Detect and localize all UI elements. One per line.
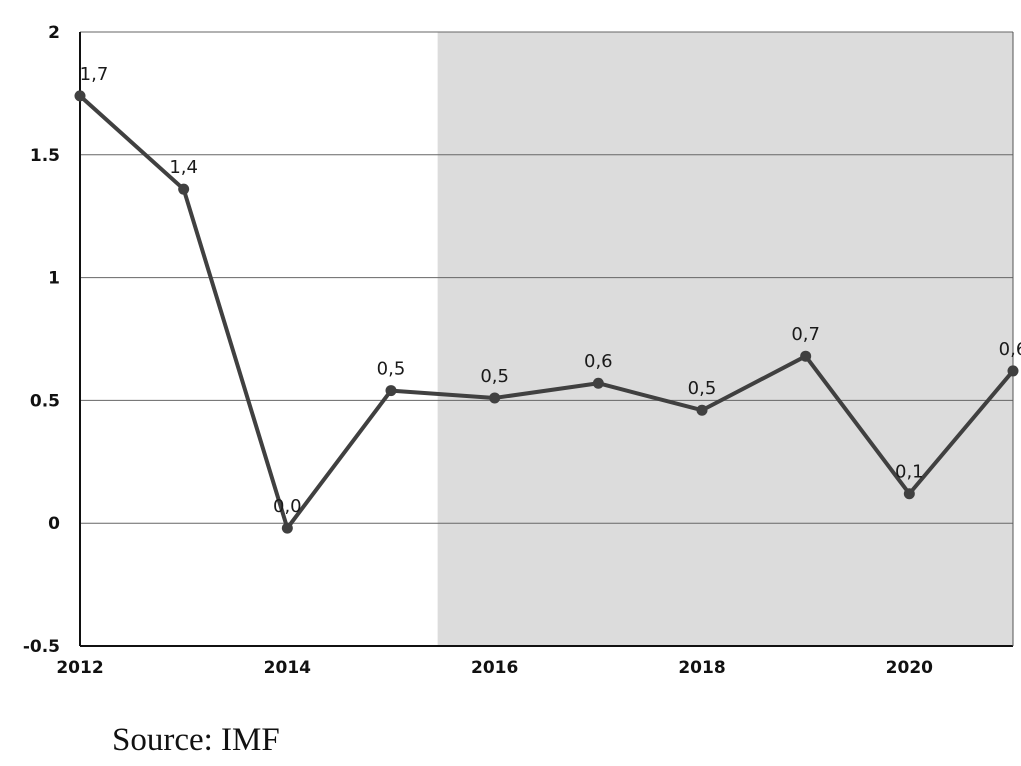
gridlines <box>80 31 1013 524</box>
y-tick-label: 1.5 <box>30 146 60 166</box>
data-labels: 1,7 1,4 0,0 0,5 0,5 0,6 0,5 0,7 0,1 0,6 <box>80 64 1021 517</box>
data-label: 1,4 <box>169 157 198 178</box>
x-tick-label: 2020 <box>886 658 933 678</box>
data-point <box>592 377 604 389</box>
axes <box>79 32 1014 647</box>
x-tick-label: 2014 <box>264 658 311 678</box>
x-tick-label: 2018 <box>678 658 725 678</box>
source-note: Source: IMF <box>112 722 280 758</box>
data-point <box>696 404 708 416</box>
data-point <box>489 392 501 404</box>
data-label: 0,6 <box>999 339 1021 360</box>
series-line <box>78 94 1015 531</box>
shaded-region <box>437 32 1013 646</box>
series-group <box>74 90 1019 534</box>
data-point <box>385 385 397 397</box>
tick-labels: -0.5 0 0.5 1 1.5 2 2012 2014 2016 2018 2020 <box>23 23 933 678</box>
data-label: 0,0 <box>273 496 302 517</box>
data-label: 0,5 <box>688 378 717 399</box>
data-point <box>281 522 293 534</box>
y-tick-label: 2 <box>48 23 60 43</box>
data-label: 0,5 <box>480 366 509 387</box>
data-point <box>1007 365 1019 377</box>
data-label: 0,5 <box>377 359 406 380</box>
data-point <box>178 183 190 195</box>
data-point <box>74 90 86 102</box>
data-label: 0,7 <box>791 324 820 345</box>
y-tick-label: 0.5 <box>30 391 60 411</box>
data-label: 1,7 <box>80 64 109 85</box>
y-tick-label: -0.5 <box>23 637 60 657</box>
y-tick-label: 0 <box>48 514 60 534</box>
x-tick-label: 2012 <box>56 658 103 678</box>
data-label: 0,1 <box>895 462 924 483</box>
data-label: 0,6 <box>584 351 613 372</box>
data-point <box>903 488 915 500</box>
y-tick-label: 1 <box>48 269 60 289</box>
line-chart: -0.5 0 0.5 1 1.5 2 2012 2014 2016 2018 2020 1,7 1,4… <box>23 23 1021 678</box>
data-point <box>800 350 812 362</box>
x-tick-label: 2016 <box>471 658 518 678</box>
